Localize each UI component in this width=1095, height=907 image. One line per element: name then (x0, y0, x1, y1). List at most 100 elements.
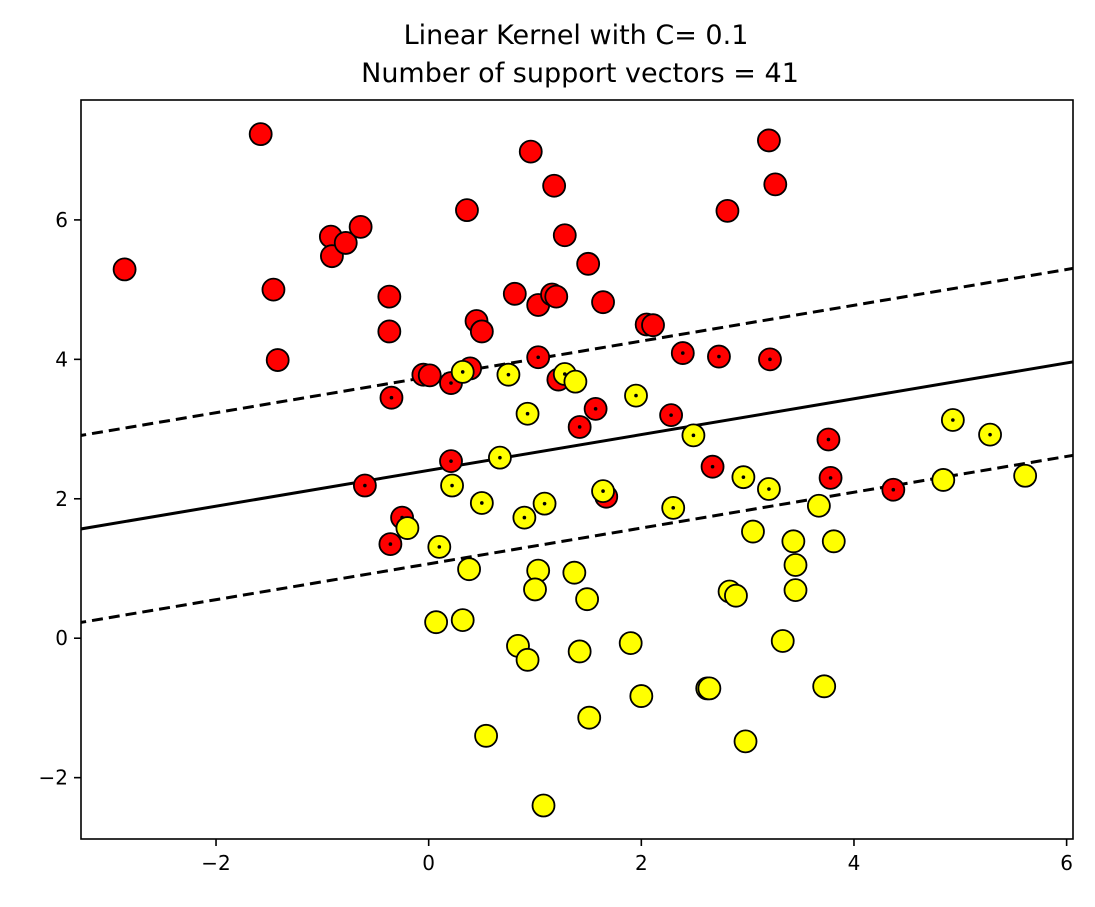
red-data-point (552, 223, 577, 248)
yellow-data-point (783, 553, 808, 577)
red-data-point (591, 290, 615, 315)
red-data-point (348, 214, 373, 239)
support-vector-marker (988, 432, 992, 437)
support-vector-marker (437, 545, 442, 549)
yellow-data-point (697, 676, 722, 701)
red-data-point (455, 198, 479, 223)
y-tick-label: 2 (55, 487, 68, 511)
red-data-point (576, 251, 601, 276)
support-vector-marker (577, 425, 582, 429)
y-tick-label: −2 (39, 766, 68, 790)
yellow-data-point (733, 729, 758, 754)
yellow-data-point (515, 647, 540, 672)
support-vector-marker (449, 459, 453, 463)
support-vector-marker (601, 489, 605, 493)
support-vector-marker (593, 407, 598, 411)
decision-boundary-line (81, 360, 1073, 531)
yellow-data-point (395, 516, 420, 540)
red-data-point (333, 231, 358, 255)
yellow-data-point (781, 529, 806, 554)
red-data-point (248, 122, 273, 147)
red-data-point (757, 128, 781, 153)
support-vector-marker (522, 515, 527, 520)
red-data-point (265, 348, 290, 372)
red-data-point (502, 281, 527, 306)
support-vector-marker (710, 464, 715, 469)
red-data-point (377, 319, 402, 344)
support-vector-marker (767, 487, 771, 491)
yellow-data-point (783, 578, 808, 603)
support-vector-marker (542, 501, 547, 506)
support-vector-marker (768, 357, 772, 362)
yellow-data-point (457, 557, 481, 582)
yellow-data-point (562, 560, 587, 585)
y-tick-label: 6 (55, 208, 68, 232)
red-data-point (469, 319, 494, 344)
y-tick-label: 4 (55, 347, 68, 371)
x-tick-label: 2 (635, 851, 648, 875)
support-vector-marker (449, 381, 453, 385)
yellow-data-point (618, 631, 643, 655)
red-data-point (377, 284, 402, 309)
yellow-data-point (523, 577, 547, 602)
x-axis: −2 0 2 4 6 (201, 839, 1073, 875)
red-data-point (112, 257, 137, 282)
support-vector-marker (525, 411, 530, 416)
support-vector-marker (388, 542, 393, 546)
lower-margin-line (81, 453, 1073, 624)
decision-lines (81, 266, 1073, 624)
support-vector-marker (826, 437, 831, 442)
yellow-data-point (629, 684, 654, 708)
red-data-point (715, 198, 740, 223)
support-vector-marker (671, 506, 676, 510)
support-vector-marker (828, 476, 833, 480)
yellow-data-point (806, 493, 831, 518)
red-data-point (542, 173, 567, 198)
support-vector-marker (498, 455, 502, 460)
red-data-point (763, 172, 788, 197)
x-tick-label: 4 (848, 851, 861, 875)
support-vector-marker (480, 501, 484, 505)
yellow-data-point (812, 674, 837, 699)
x-tick-label: 0 (422, 851, 435, 875)
yellow-data-point (741, 519, 765, 544)
support-vector-marker (506, 372, 511, 377)
red-data-point (518, 139, 543, 164)
yellow-data-point (577, 705, 602, 730)
support-vector-marker (741, 475, 746, 479)
yellow-data-point (724, 583, 748, 608)
red-data-point (544, 284, 569, 309)
support-vector-marker (691, 433, 696, 438)
red-data-point (417, 363, 442, 388)
chart-title: Linear Kernel with C= 0.1 (404, 20, 749, 51)
yellow-data-point (821, 529, 846, 554)
chart-subtitle: Number of support vectors = 41 (361, 58, 799, 89)
red-data-point (261, 277, 286, 302)
support-vector-marker (460, 370, 465, 374)
support-vector-marker (389, 395, 394, 400)
yellow-data-point (1013, 463, 1038, 488)
y-tick-label: 0 (55, 626, 68, 650)
plot-frame (80, 99, 1074, 840)
yellow-data-point (450, 608, 475, 632)
support-vector-marker (450, 483, 454, 488)
support-vector-marker (669, 413, 673, 417)
support-vector-marker (891, 487, 896, 492)
support-vector-marker (536, 355, 540, 360)
yellow-data-point (931, 468, 956, 492)
yellow-data-point (531, 793, 556, 818)
red-data-point (641, 313, 665, 338)
support-vector-marker (363, 483, 367, 488)
yellow-data-point (474, 723, 498, 748)
support-vector-marker (680, 351, 685, 355)
yellow-data-point (567, 639, 592, 664)
x-tick-label: 6 (1060, 851, 1073, 875)
support-vector-marker (634, 393, 638, 398)
yellow-data-point (424, 610, 449, 635)
yellow-data-point (563, 369, 588, 394)
data-points (112, 122, 1038, 818)
support-vector-marker (951, 418, 955, 422)
x-tick-label: −2 (201, 851, 230, 875)
support-vector-marker (717, 354, 721, 359)
